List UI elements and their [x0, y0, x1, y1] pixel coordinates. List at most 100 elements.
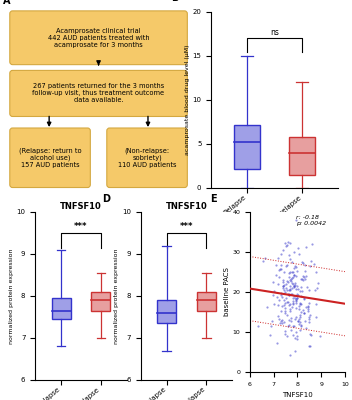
Point: [297, 314, 303, 320]
Point: [287, 301, 293, 308]
Text: r: -0.18
p: 0.0042: r: -0.18 p: 0.0042: [296, 215, 326, 226]
Point: [288, 318, 294, 324]
Y-axis label: acamprosate blood drug level (μM): acamprosate blood drug level (μM): [185, 45, 190, 155]
Point: [297, 288, 303, 294]
FancyBboxPatch shape: [10, 128, 90, 188]
Point: [271, 301, 277, 307]
Point: [291, 284, 297, 290]
Point: [293, 217, 298, 223]
Point: [270, 279, 275, 286]
Y-axis label: baseline PACS: baseline PACS: [224, 268, 230, 316]
Point: [270, 292, 276, 298]
Point: [289, 304, 295, 310]
Point: [294, 295, 300, 302]
Point: [290, 274, 296, 280]
Point: [293, 297, 298, 304]
Point: [292, 282, 298, 289]
Point: [289, 285, 295, 292]
Point: [263, 255, 268, 262]
FancyBboxPatch shape: [10, 70, 187, 116]
Point: [282, 330, 288, 337]
FancyBboxPatch shape: [10, 11, 187, 65]
Point: [289, 258, 295, 265]
Point: [275, 312, 280, 319]
Point: [308, 258, 314, 264]
Point: [300, 288, 305, 294]
Point: [273, 262, 278, 269]
Point: [302, 262, 308, 268]
Point: [306, 343, 312, 349]
Point: [294, 295, 300, 302]
Title: TNFSF10: TNFSF10: [166, 202, 207, 211]
Point: [286, 302, 292, 308]
Point: [282, 310, 288, 316]
Text: D: D: [102, 194, 111, 204]
Point: [306, 319, 312, 325]
Point: [286, 252, 292, 258]
Text: A: A: [4, 0, 11, 6]
Point: [278, 318, 284, 324]
Point: [301, 277, 306, 283]
Point: [295, 318, 301, 325]
Point: [291, 265, 297, 271]
Point: [286, 274, 292, 280]
Point: [300, 275, 305, 282]
Point: [285, 323, 291, 330]
Point: [297, 300, 303, 306]
Point: [296, 316, 301, 323]
Point: [278, 308, 284, 314]
Point: [286, 291, 291, 297]
Point: [293, 296, 298, 302]
Point: [279, 303, 285, 309]
Point: [290, 275, 295, 282]
Point: [267, 332, 273, 338]
Point: [283, 280, 289, 287]
Point: [315, 280, 321, 286]
Point: [312, 287, 318, 293]
Point: [309, 332, 314, 338]
Bar: [234, 125, 260, 169]
Point: [304, 284, 310, 290]
Point: [264, 304, 270, 310]
Point: [291, 323, 297, 330]
Point: [302, 268, 308, 274]
Point: [288, 308, 293, 314]
Point: [292, 295, 298, 302]
Point: [293, 329, 299, 336]
Point: [292, 316, 297, 322]
Point: [295, 286, 301, 292]
Point: [280, 283, 286, 290]
Point: [303, 304, 309, 310]
Point: [294, 264, 299, 270]
Point: [291, 272, 297, 278]
Point: [284, 299, 290, 305]
Point: [268, 323, 274, 330]
Point: [301, 310, 307, 316]
Point: [282, 305, 288, 311]
Point: [269, 317, 274, 324]
Point: [296, 306, 302, 312]
Point: [286, 292, 291, 298]
Point: [318, 333, 323, 340]
Point: [281, 283, 286, 289]
Point: [278, 292, 284, 298]
Point: [301, 274, 307, 280]
Point: [283, 243, 289, 249]
Point: [286, 322, 292, 328]
Point: [281, 276, 286, 283]
Point: [287, 286, 293, 292]
Point: [290, 300, 296, 306]
Point: [313, 314, 319, 320]
Point: [297, 327, 303, 333]
Point: [276, 274, 282, 280]
Point: [283, 328, 288, 335]
Point: [278, 251, 284, 258]
Point: [284, 262, 289, 268]
Point: [298, 276, 304, 282]
Bar: [51, 298, 71, 319]
Point: [275, 340, 280, 346]
Point: [306, 304, 311, 310]
Point: [306, 307, 311, 314]
Point: [298, 322, 304, 328]
Point: [295, 245, 300, 251]
